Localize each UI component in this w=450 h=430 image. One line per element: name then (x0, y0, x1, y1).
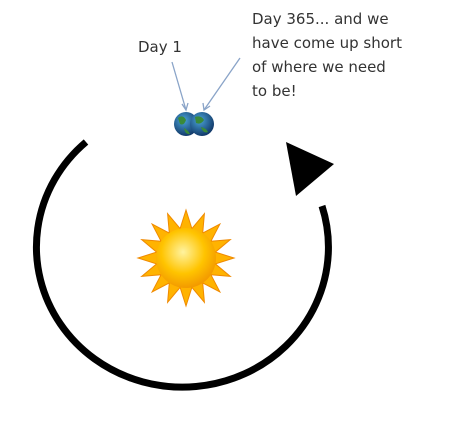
sun (138, 210, 234, 306)
earths (174, 112, 214, 136)
label-line: to be! (252, 82, 297, 100)
label-day-1: Day 1 (138, 38, 182, 56)
orbit-diagram: Day 1 Day 365... and we have come up shor… (0, 0, 450, 430)
label-line: of where we need (252, 58, 386, 76)
label-line: Day 365... and we (252, 10, 389, 28)
pointer-day-365 (204, 58, 240, 110)
label-line: have come up short (252, 34, 402, 52)
pointer-day-1 (172, 62, 186, 110)
label-day-365: Day 365... and we have come up short of wh… (252, 10, 402, 100)
orbit-arrowhead (286, 142, 334, 196)
